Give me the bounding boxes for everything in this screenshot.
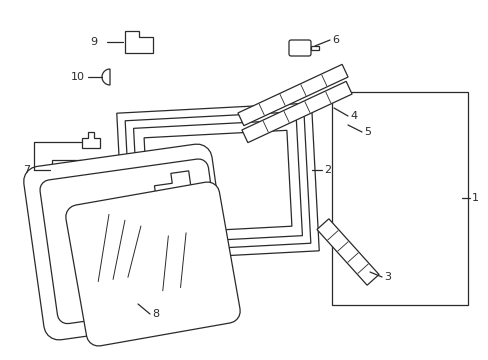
- Polygon shape: [316, 219, 378, 285]
- Text: 6: 6: [331, 35, 338, 45]
- Polygon shape: [154, 171, 192, 200]
- Polygon shape: [125, 31, 153, 53]
- Text: 10: 10: [71, 72, 85, 82]
- Polygon shape: [24, 144, 232, 340]
- Polygon shape: [66, 182, 240, 346]
- Text: 7: 7: [23, 165, 30, 175]
- Polygon shape: [82, 132, 100, 148]
- Polygon shape: [102, 69, 110, 85]
- Text: 5: 5: [363, 127, 370, 137]
- Polygon shape: [144, 130, 291, 234]
- Polygon shape: [331, 92, 467, 305]
- Text: 1: 1: [471, 193, 478, 203]
- Polygon shape: [117, 103, 319, 261]
- Polygon shape: [310, 46, 318, 50]
- Text: 8: 8: [152, 309, 159, 319]
- Polygon shape: [52, 160, 82, 180]
- Text: 9: 9: [90, 37, 97, 47]
- Text: 3: 3: [383, 272, 390, 282]
- Polygon shape: [288, 40, 310, 56]
- Polygon shape: [242, 81, 351, 143]
- Text: 2: 2: [324, 165, 330, 175]
- Text: 4: 4: [349, 111, 356, 121]
- Polygon shape: [125, 111, 310, 253]
- Polygon shape: [238, 64, 347, 126]
- Polygon shape: [133, 120, 302, 244]
- Polygon shape: [40, 159, 225, 324]
